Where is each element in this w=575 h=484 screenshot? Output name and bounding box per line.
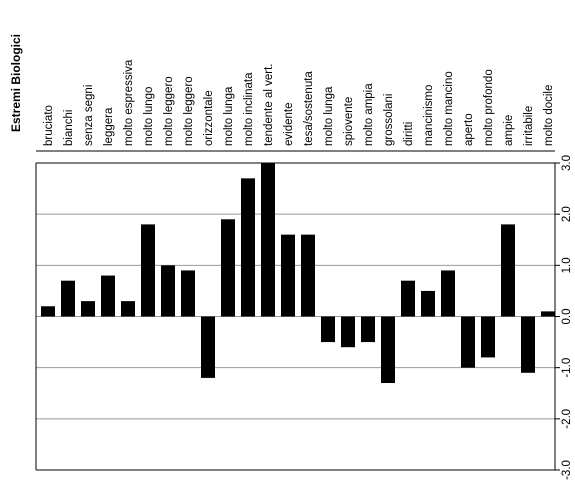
bar [41, 306, 55, 317]
bar [141, 224, 155, 317]
category-labels: bruciato bianchi senza segni leggera molto e… [43, 59, 555, 146]
tick-labels: 3.0 2.0 1.0 0.0 -1.0 -2.0 -3.0 [561, 155, 573, 480]
bar [381, 316, 395, 384]
bar [161, 265, 175, 317]
category-label: aperto [463, 113, 475, 146]
bar [441, 270, 455, 317]
tick-label: -3.0 [561, 460, 573, 480]
bar [201, 316, 215, 378]
category-label: ampie [503, 115, 515, 146]
bar [341, 316, 355, 348]
category-label: grossolani [383, 94, 395, 146]
bar [321, 316, 335, 343]
category-label: molto leggero [163, 76, 175, 146]
category-label: irritabile [523, 106, 535, 146]
category-label: molto lunga [323, 86, 335, 146]
bar [241, 178, 255, 317]
chart-title: Estremi Biologici [9, 34, 23, 132]
category-label: molto docile [543, 85, 555, 146]
category-label: diritti [403, 122, 415, 146]
category-label: molto espressiva [123, 59, 135, 146]
category-label: molto leggero [183, 76, 195, 146]
category-label: molto inclinata [243, 72, 255, 146]
category-label: senza segni [83, 85, 95, 146]
bar [541, 311, 555, 317]
category-label: bruciato [43, 105, 55, 146]
category-label: tesa/sostenuta [303, 71, 315, 146]
tick-label: -1.0 [561, 358, 573, 378]
category-label: leggera [103, 107, 115, 146]
axes [35, 150, 560, 471]
bar [361, 316, 375, 343]
bar [481, 316, 495, 358]
category-label: molto ampia [363, 83, 375, 146]
tick-label: -2.0 [561, 409, 573, 429]
bar [461, 316, 475, 368]
bar [221, 219, 235, 317]
category-label: bianchi [63, 110, 75, 146]
category-label: molto lunga [223, 86, 235, 146]
category-label: tendente al vert. [263, 64, 275, 146]
tick-label: 3.0 [561, 155, 573, 171]
bar [101, 275, 115, 317]
bar [301, 234, 315, 317]
bar [501, 224, 515, 317]
bars [41, 163, 555, 384]
bar [81, 301, 95, 317]
category-label: orizzontale [203, 90, 215, 146]
tick-label: 0.0 [561, 309, 573, 325]
bar [261, 163, 275, 317]
category-label: molto mancino [443, 71, 455, 146]
tick-label: 1.0 [561, 257, 573, 273]
category-label: mancinismo [423, 85, 435, 146]
category-label: molto lungo [143, 87, 155, 146]
category-label: evidente [283, 103, 295, 146]
category-label: spiovente [343, 97, 355, 146]
category-label: molto profondo [483, 69, 495, 146]
bar [421, 290, 435, 317]
bar [61, 280, 75, 317]
bar [401, 280, 415, 317]
tick-label: 2.0 [561, 206, 573, 222]
bar [521, 316, 535, 373]
bar [281, 234, 295, 317]
bar [121, 301, 135, 317]
bar [181, 270, 195, 317]
